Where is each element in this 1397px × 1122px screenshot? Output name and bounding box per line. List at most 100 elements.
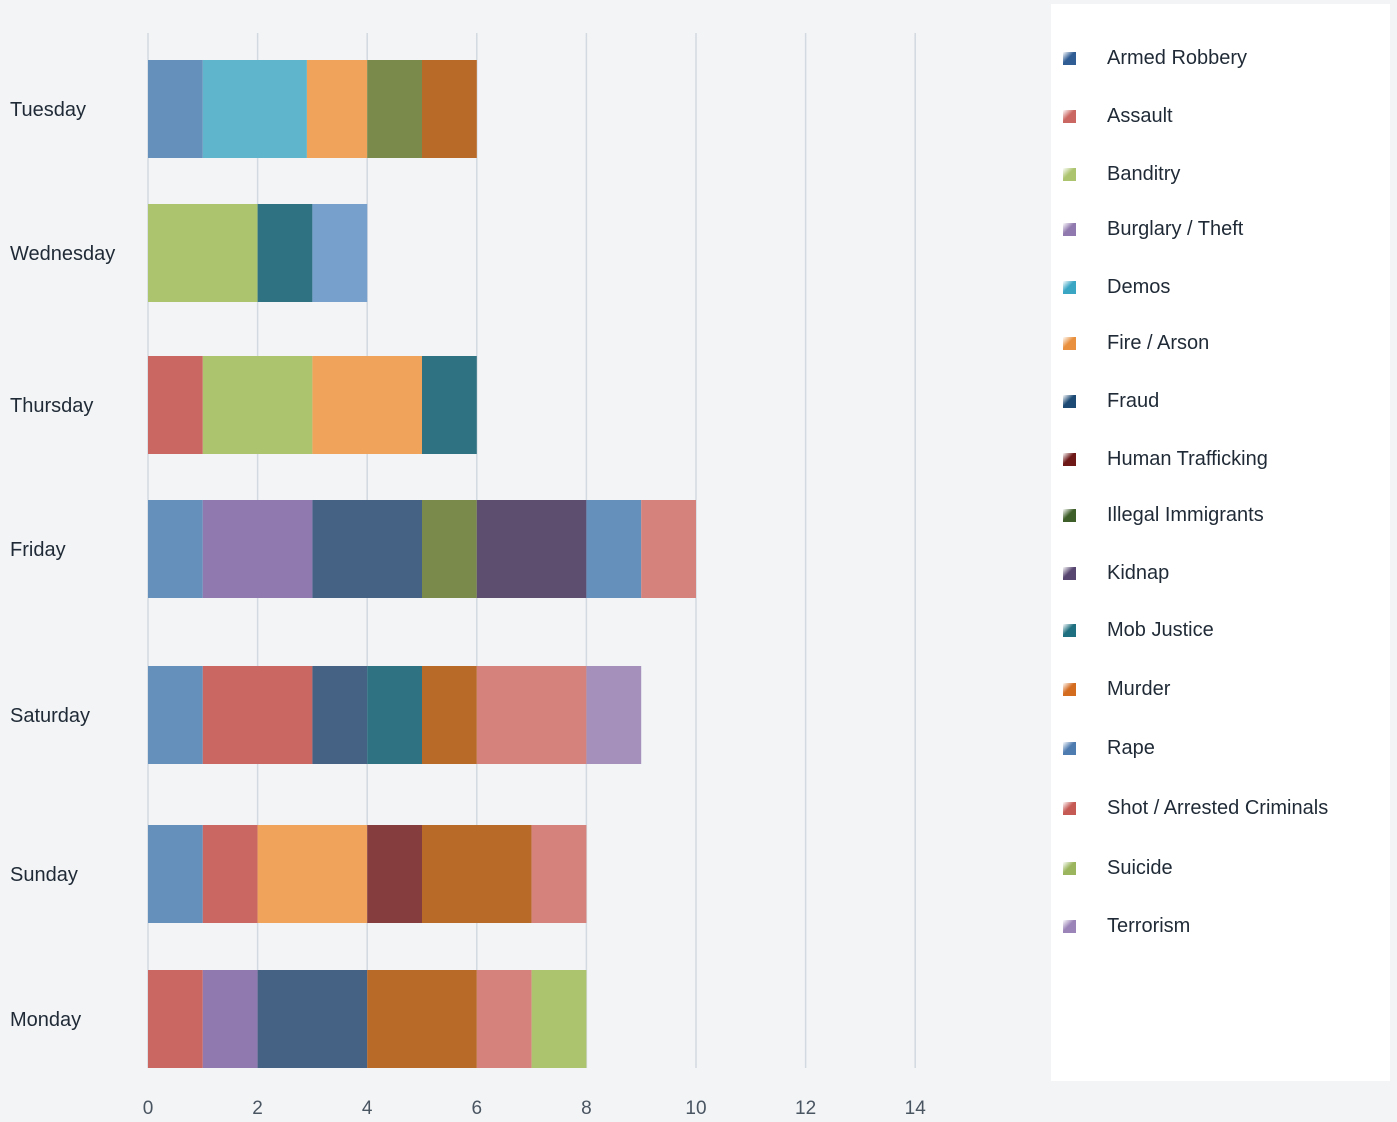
bar-segment [641,500,696,598]
legend-swatch [1063,861,1076,875]
bar-segment [422,500,477,598]
legend-item: Kidnap [1063,559,1169,587]
legend-item: Human Trafficking [1063,445,1268,473]
legend-label: Banditry [1107,162,1181,185]
x-tick-label: 0 [143,1098,154,1119]
legend-swatch [1063,222,1076,236]
bar-segment [476,666,587,764]
bar-segment [422,356,477,454]
legend-label: Kidnap [1107,561,1170,584]
legend-label: Armed Robbery [1107,46,1248,69]
stacked-bar-chart: 0 2 4 6 8 10 12 14 Tuesday Wednesday Thursday Frida… [10,33,927,1119]
legend-item: Banditry [1063,160,1180,188]
x-tick-label: 6 [472,1098,483,1119]
legend-label: Demos [1107,275,1171,298]
bar-segment [202,60,307,158]
legend-swatch [1063,801,1076,815]
day-label: Sunday [10,864,78,886]
x-tick-label: 14 [905,1098,927,1119]
bar-segment [257,825,368,923]
bar-segment [531,825,587,923]
bar-segment [422,666,477,764]
bar-segment [148,204,258,302]
bar-segment [422,825,532,923]
legend-swatch [1063,508,1076,522]
day-label: Friday [10,539,66,561]
legend-swatch [1063,51,1076,65]
bar-segment [202,970,258,1068]
bar-segment [367,60,422,158]
bar-segment [148,500,203,598]
legend-swatch [1063,623,1076,637]
legend-label: Fraud [1107,389,1160,412]
bar-segment [367,970,477,1068]
day-label: Tuesday [10,99,86,121]
day-label: Saturday [10,705,90,727]
legend-item: Terrorism [1063,912,1190,940]
bar-segment [257,970,368,1068]
bar-segment [202,825,258,923]
legend-label: Mob Justice [1107,618,1214,641]
bar-segment [476,500,587,598]
legend-label: Rape [1107,736,1155,759]
bar-segment [257,204,313,302]
x-tick-label: 12 [795,1098,816,1119]
legend-item: Illegal Immigrants [1063,501,1264,529]
legend-swatch [1063,452,1076,466]
bar-segment [531,970,587,1068]
legend-label: Human Trafficking [1107,447,1268,470]
legend-item: Suicide [1063,854,1173,882]
legend-label: Illegal Immigrants [1107,503,1264,526]
x-tick-label: 8 [581,1098,592,1119]
legend-label: Suicide [1107,856,1173,879]
legend-item: Armed Robbery [1063,44,1247,72]
legend-label: Terrorism [1107,914,1191,937]
bar-segment [312,500,422,598]
legend-swatch [1063,566,1076,580]
bar-segment [202,356,313,454]
bar-segment [148,356,203,454]
legend-item: Mob Justice [1063,616,1214,644]
legend-item: Burglary / Theft [1063,215,1243,243]
bar-segment [422,60,477,158]
bar-segment [148,970,203,1068]
legend-item: Murder [1063,675,1170,703]
bar-segment [312,204,368,302]
legend-swatch [1063,741,1076,755]
day-label: Wednesday [10,243,115,265]
legend-item: Rape [1063,734,1155,762]
bar-segment [202,500,313,598]
day-label: Monday [10,1009,81,1031]
bar-segment [312,666,368,764]
legend-swatch [1063,280,1076,294]
legend-label: Fire / Arson [1107,331,1210,354]
legend-swatch [1063,919,1076,933]
bar-segment [367,825,422,923]
legend-swatch [1063,109,1076,123]
chart-legend: Armed Robbery Assault Banditry Burglary / T… [1051,4,1390,1081]
legend-swatch [1063,682,1076,696]
bar-segment [306,60,368,158]
day-label: Thursday [10,395,93,417]
x-tick-label: 4 [362,1098,373,1119]
legend-label: Burglary / Theft [1107,217,1244,240]
legend-item: Fire / Arson [1063,329,1209,357]
bar-segment [476,970,532,1068]
legend-label: Shot / Arrested Criminals [1107,796,1329,819]
legend-item: Assault [1063,102,1173,130]
legend-item: Shot / Arrested Criminals [1063,794,1328,822]
bar-segment [586,500,642,598]
legend-item: Fraud [1063,387,1159,415]
bar-segment [367,666,422,764]
legend-label: Murder [1107,677,1171,700]
bar-segment [312,356,422,454]
bar-segment [586,666,642,764]
legend-swatch [1063,336,1076,350]
x-tick-label: 2 [252,1098,263,1119]
bar-segment [202,666,313,764]
bar-segment [148,60,203,158]
legend-swatch [1063,394,1076,408]
legend-label: Assault [1107,104,1173,127]
bar-segment [148,825,203,923]
legend-swatch [1063,167,1076,181]
